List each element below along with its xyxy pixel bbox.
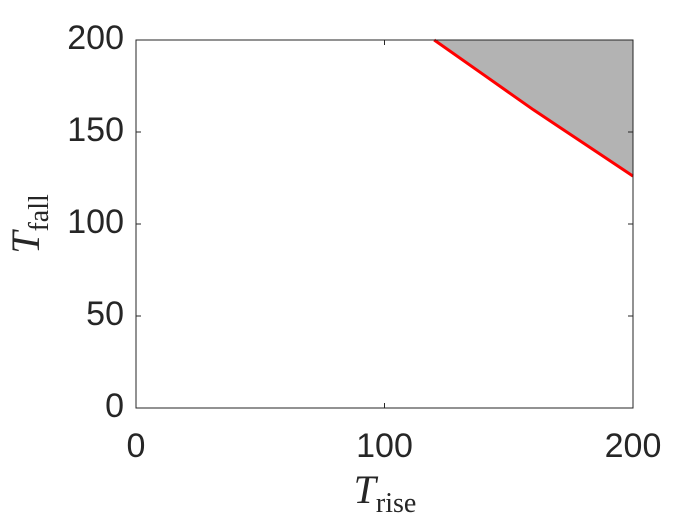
y-tick-label: 50 bbox=[86, 295, 124, 333]
curve bbox=[433, 38, 634, 178]
y-tick-label: 100 bbox=[67, 203, 124, 241]
x-label-main: T bbox=[354, 467, 379, 512]
x-tick-label: 100 bbox=[356, 427, 413, 465]
x-tick-label: 0 bbox=[127, 427, 146, 465]
y-axis-label: Tfall bbox=[3, 194, 55, 254]
y-tick-label: 200 bbox=[67, 19, 124, 57]
x-label-sub: rise bbox=[376, 488, 416, 519]
y-tick-label: 150 bbox=[67, 111, 124, 149]
x-tick-label: 200 bbox=[605, 427, 662, 465]
x-axis-label: Trise bbox=[354, 467, 417, 519]
y-label-sub: fall bbox=[24, 194, 55, 232]
y-label-main: T bbox=[3, 229, 48, 254]
y-tick-label: 0 bbox=[105, 387, 124, 425]
